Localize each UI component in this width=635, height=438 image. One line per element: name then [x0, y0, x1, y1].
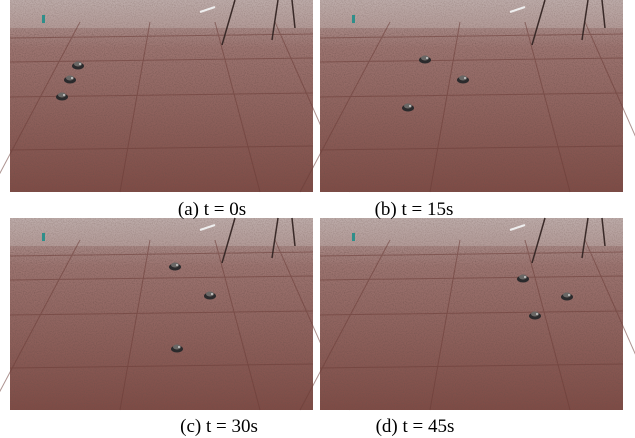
- figure: (a) t = 0s (b) t = 15s (c) t = 30s (d) t…: [0, 0, 635, 438]
- caption: (a) t = 0s: [178, 199, 246, 220]
- caption: (d) t = 45s: [376, 416, 455, 437]
- caption: (b) t = 15s: [375, 199, 454, 220]
- page: (a) t = 0s (b) t = 15s (c) t = 30s (d) t…: [0, 0, 635, 438]
- photo-b: [300, 0, 635, 192]
- photo-c: [0, 218, 350, 410]
- photo-d: [300, 218, 635, 410]
- caption: (c) t = 30s: [180, 416, 258, 437]
- photo-a: [0, 0, 350, 192]
